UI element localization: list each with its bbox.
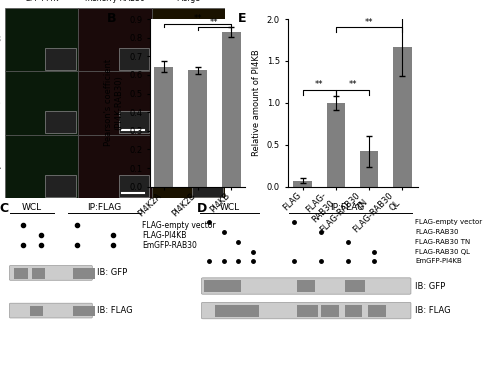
Text: EmGFP-PI4KB: EmGFP-PI4KB — [416, 258, 462, 264]
Bar — [30, 306, 43, 316]
Text: IP:FLAG: IP:FLAG — [87, 203, 121, 212]
Bar — [74, 268, 95, 279]
Bar — [294, 181, 312, 187]
Bar — [394, 47, 411, 187]
Bar — [152, 8, 225, 71]
Text: mCherry-RAB30: mCherry-RAB30 — [84, 0, 146, 3]
Bar — [74, 306, 95, 316]
Text: D: D — [197, 202, 207, 216]
Bar — [192, 48, 223, 70]
Y-axis label: Pearson's coefficient
(PI4K-RAB30): Pearson's coefficient (PI4K-RAB30) — [104, 59, 124, 146]
Bar — [46, 174, 76, 197]
Bar — [298, 280, 315, 292]
Text: FLAG-RAB30: FLAG-RAB30 — [416, 229, 459, 235]
Bar — [118, 48, 150, 70]
Bar — [14, 268, 28, 279]
Bar — [118, 111, 150, 133]
Text: GFP-PI4K: GFP-PI4K — [24, 0, 59, 3]
Text: IP:FLAG: IP:FLAG — [330, 203, 364, 212]
Bar — [215, 305, 230, 317]
Bar — [78, 8, 152, 71]
Text: FLAG-PI4KB: FLAG-PI4KB — [142, 231, 186, 240]
FancyBboxPatch shape — [10, 266, 92, 280]
Text: E: E — [238, 12, 246, 26]
Bar — [46, 48, 76, 70]
Text: **: ** — [210, 18, 218, 27]
Bar — [344, 305, 362, 317]
Text: FLAG-RAB30 QL: FLAG-RAB30 QL — [416, 249, 470, 255]
Text: B: B — [107, 12, 117, 26]
Bar — [118, 174, 150, 197]
Text: IB: FLAG: IB: FLAG — [97, 306, 132, 315]
Bar — [5, 71, 78, 134]
Bar — [222, 32, 240, 187]
Bar — [344, 280, 365, 292]
Bar — [78, 71, 152, 134]
Text: EmGFP-RAB30: EmGFP-RAB30 — [142, 240, 197, 250]
Bar — [32, 268, 44, 279]
Text: WCL: WCL — [220, 203, 240, 212]
Bar — [78, 134, 152, 198]
Bar — [5, 134, 78, 198]
Text: Merge: Merge — [176, 0, 201, 3]
Bar — [152, 134, 225, 198]
Bar — [244, 305, 259, 317]
Text: IB: GFP: IB: GFP — [97, 268, 127, 277]
FancyBboxPatch shape — [202, 303, 411, 319]
Bar — [226, 280, 242, 292]
Bar — [188, 70, 207, 187]
Bar — [46, 111, 76, 133]
Bar — [298, 305, 318, 317]
Text: FLAG-empty vector: FLAG-empty vector — [416, 219, 482, 225]
Text: FLAG-RAB30 TN: FLAG-RAB30 TN — [416, 239, 470, 245]
Bar — [321, 305, 338, 317]
Text: FLAG-empty vector: FLAG-empty vector — [142, 221, 216, 230]
Bar — [212, 280, 230, 292]
Text: **: ** — [315, 80, 324, 90]
Bar — [154, 67, 173, 187]
Text: PI4KB: PI4KB — [0, 35, 2, 44]
Bar — [368, 305, 386, 317]
FancyBboxPatch shape — [10, 303, 92, 318]
Text: IB: FLAG: IB: FLAG — [416, 306, 451, 315]
Bar — [326, 103, 345, 187]
Bar — [192, 111, 223, 133]
Text: PI4K2A: PI4K2A — [0, 162, 2, 171]
Text: **: ** — [348, 80, 357, 90]
Bar — [152, 71, 225, 134]
Bar — [230, 305, 247, 317]
Text: WCL: WCL — [22, 203, 42, 212]
Text: C: C — [0, 202, 8, 216]
Bar — [5, 8, 78, 71]
Text: PI4K2B: PI4K2B — [0, 98, 2, 107]
Text: **: ** — [193, 14, 202, 23]
FancyBboxPatch shape — [202, 278, 411, 294]
Y-axis label: Relative amount of PI4KB: Relative amount of PI4KB — [252, 50, 261, 156]
Bar — [204, 280, 237, 292]
Bar — [360, 152, 378, 187]
Text: **: ** — [365, 18, 374, 27]
Bar — [192, 174, 223, 197]
Text: IB: GFP: IB: GFP — [416, 282, 446, 291]
